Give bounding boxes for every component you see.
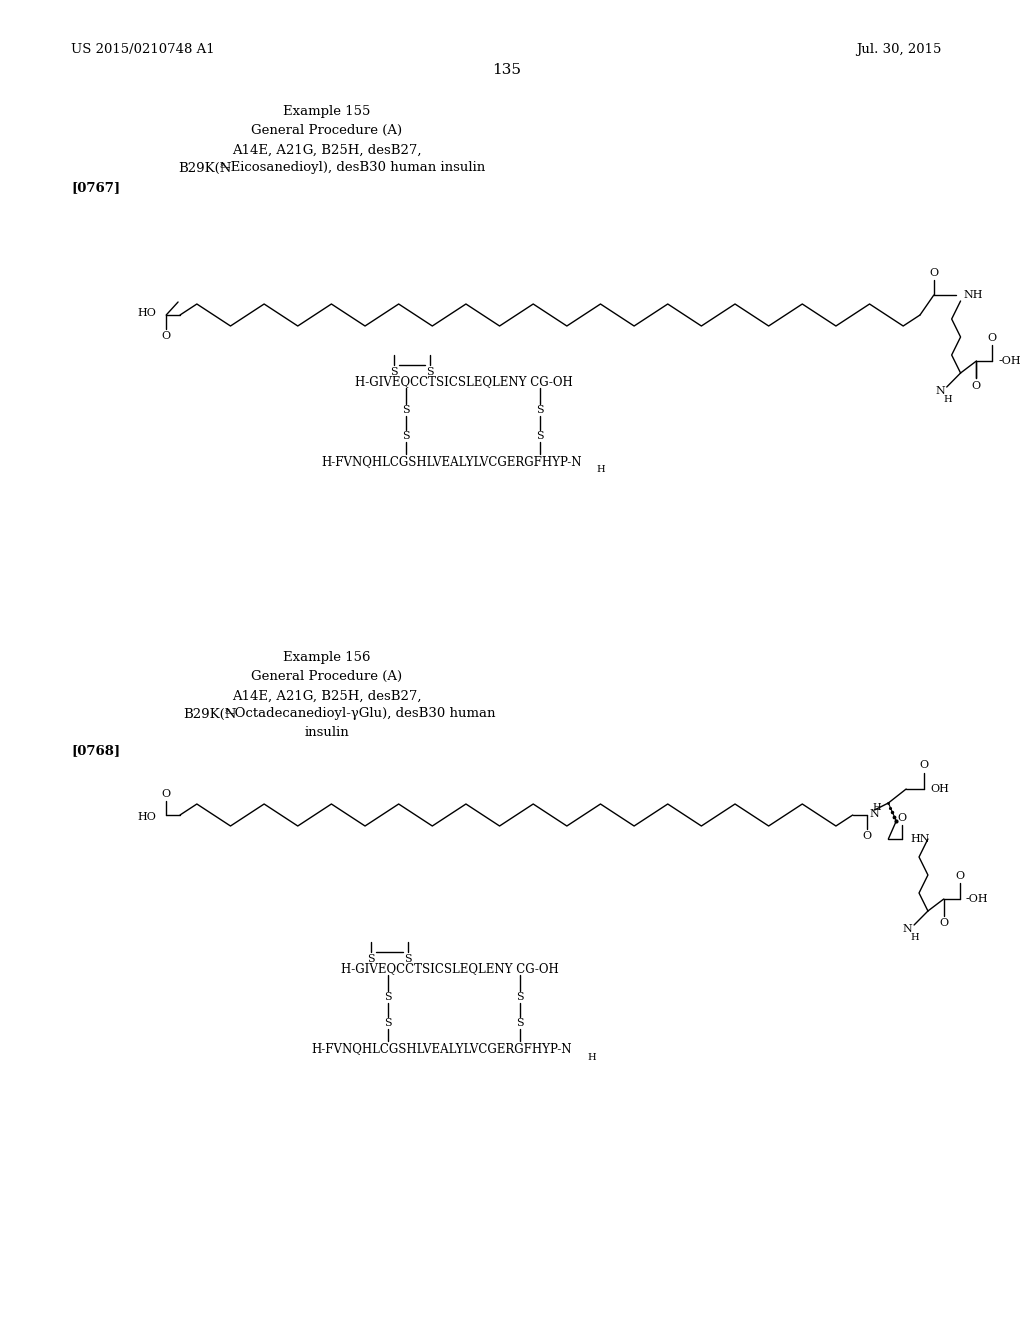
Text: Example 155: Example 155 bbox=[283, 106, 370, 119]
Text: O: O bbox=[862, 832, 871, 841]
Text: H: H bbox=[587, 1052, 596, 1061]
Text: HO: HO bbox=[137, 308, 157, 318]
Text: H: H bbox=[596, 466, 605, 474]
Text: General Procedure (A): General Procedure (A) bbox=[251, 669, 402, 682]
Text: A14E, A21G, B25H, desB27,: A14E, A21G, B25H, desB27, bbox=[231, 689, 421, 702]
Text: O: O bbox=[988, 333, 996, 343]
Text: -OH: -OH bbox=[998, 356, 1021, 366]
Text: HN: HN bbox=[910, 834, 930, 843]
Text: S: S bbox=[368, 954, 375, 964]
Text: S: S bbox=[384, 993, 391, 1002]
Text: O: O bbox=[162, 331, 171, 341]
Text: S: S bbox=[401, 432, 410, 441]
Text: -OH: -OH bbox=[966, 894, 988, 904]
Text: N: N bbox=[902, 924, 912, 935]
Text: H-GIVEQCCTSICSLEQLENY CG-OH: H-GIVEQCCTSICSLEQLENY CG-OH bbox=[341, 962, 559, 975]
Text: O: O bbox=[972, 381, 981, 391]
Text: O: O bbox=[162, 789, 171, 799]
Text: S: S bbox=[390, 367, 397, 378]
Text: [0767]: [0767] bbox=[72, 181, 121, 194]
Text: A14E, A21G, B25H, desB27,: A14E, A21G, B25H, desB27, bbox=[231, 144, 421, 157]
Text: US 2015/0210748 A1: US 2015/0210748 A1 bbox=[72, 44, 215, 57]
Text: S: S bbox=[401, 405, 410, 414]
Text: O: O bbox=[955, 871, 965, 880]
Text: S: S bbox=[537, 405, 544, 414]
Text: S: S bbox=[427, 367, 434, 378]
Text: O: O bbox=[930, 268, 938, 279]
Text: General Procedure (A): General Procedure (A) bbox=[251, 124, 402, 136]
Text: S: S bbox=[516, 1018, 524, 1028]
Text: H-GIVEQCCTSICSLEQLENY CG-OH: H-GIVEQCCTSICSLEQLENY CG-OH bbox=[355, 375, 572, 388]
Text: H: H bbox=[872, 803, 881, 812]
Text: S: S bbox=[403, 954, 412, 964]
Text: HO: HO bbox=[137, 812, 157, 822]
Text: O: O bbox=[898, 813, 907, 822]
Text: Example 156: Example 156 bbox=[283, 652, 371, 664]
Text: H-FVNQHLCGSHLVEALYLVCGERGFHYP-N: H-FVNQHLCGSHLVEALYLVCGERGFHYP-N bbox=[311, 1043, 571, 1056]
Text: H: H bbox=[910, 933, 920, 942]
Text: H-FVNQHLCGSHLVEALYLVCGERGFHYP-N: H-FVNQHLCGSHLVEALYLVCGERGFHYP-N bbox=[321, 455, 582, 469]
Text: -Eicosanedioyl), desB30 human insulin: -Eicosanedioyl), desB30 human insulin bbox=[225, 161, 484, 174]
Text: O: O bbox=[939, 917, 948, 928]
Text: insulin: insulin bbox=[304, 726, 349, 738]
Text: Jul. 30, 2015: Jul. 30, 2015 bbox=[856, 44, 942, 57]
Text: S: S bbox=[516, 993, 524, 1002]
Text: ε: ε bbox=[219, 161, 224, 169]
Text: ε: ε bbox=[224, 706, 229, 715]
Text: H: H bbox=[943, 396, 952, 404]
Text: -Octadecanedioyl-γGlu), desB30 human: -Octadecanedioyl-γGlu), desB30 human bbox=[230, 708, 496, 721]
Text: S: S bbox=[384, 1018, 391, 1028]
Text: O: O bbox=[920, 760, 929, 770]
Text: B29K(N: B29K(N bbox=[178, 161, 231, 174]
Text: 135: 135 bbox=[492, 63, 521, 77]
Text: S: S bbox=[537, 432, 544, 441]
Text: NH: NH bbox=[964, 290, 983, 300]
Text: N: N bbox=[935, 385, 945, 396]
Text: [0768]: [0768] bbox=[72, 744, 121, 758]
Text: N: N bbox=[869, 809, 880, 818]
Text: OH: OH bbox=[930, 784, 949, 795]
Text: B29K(N: B29K(N bbox=[183, 708, 237, 721]
